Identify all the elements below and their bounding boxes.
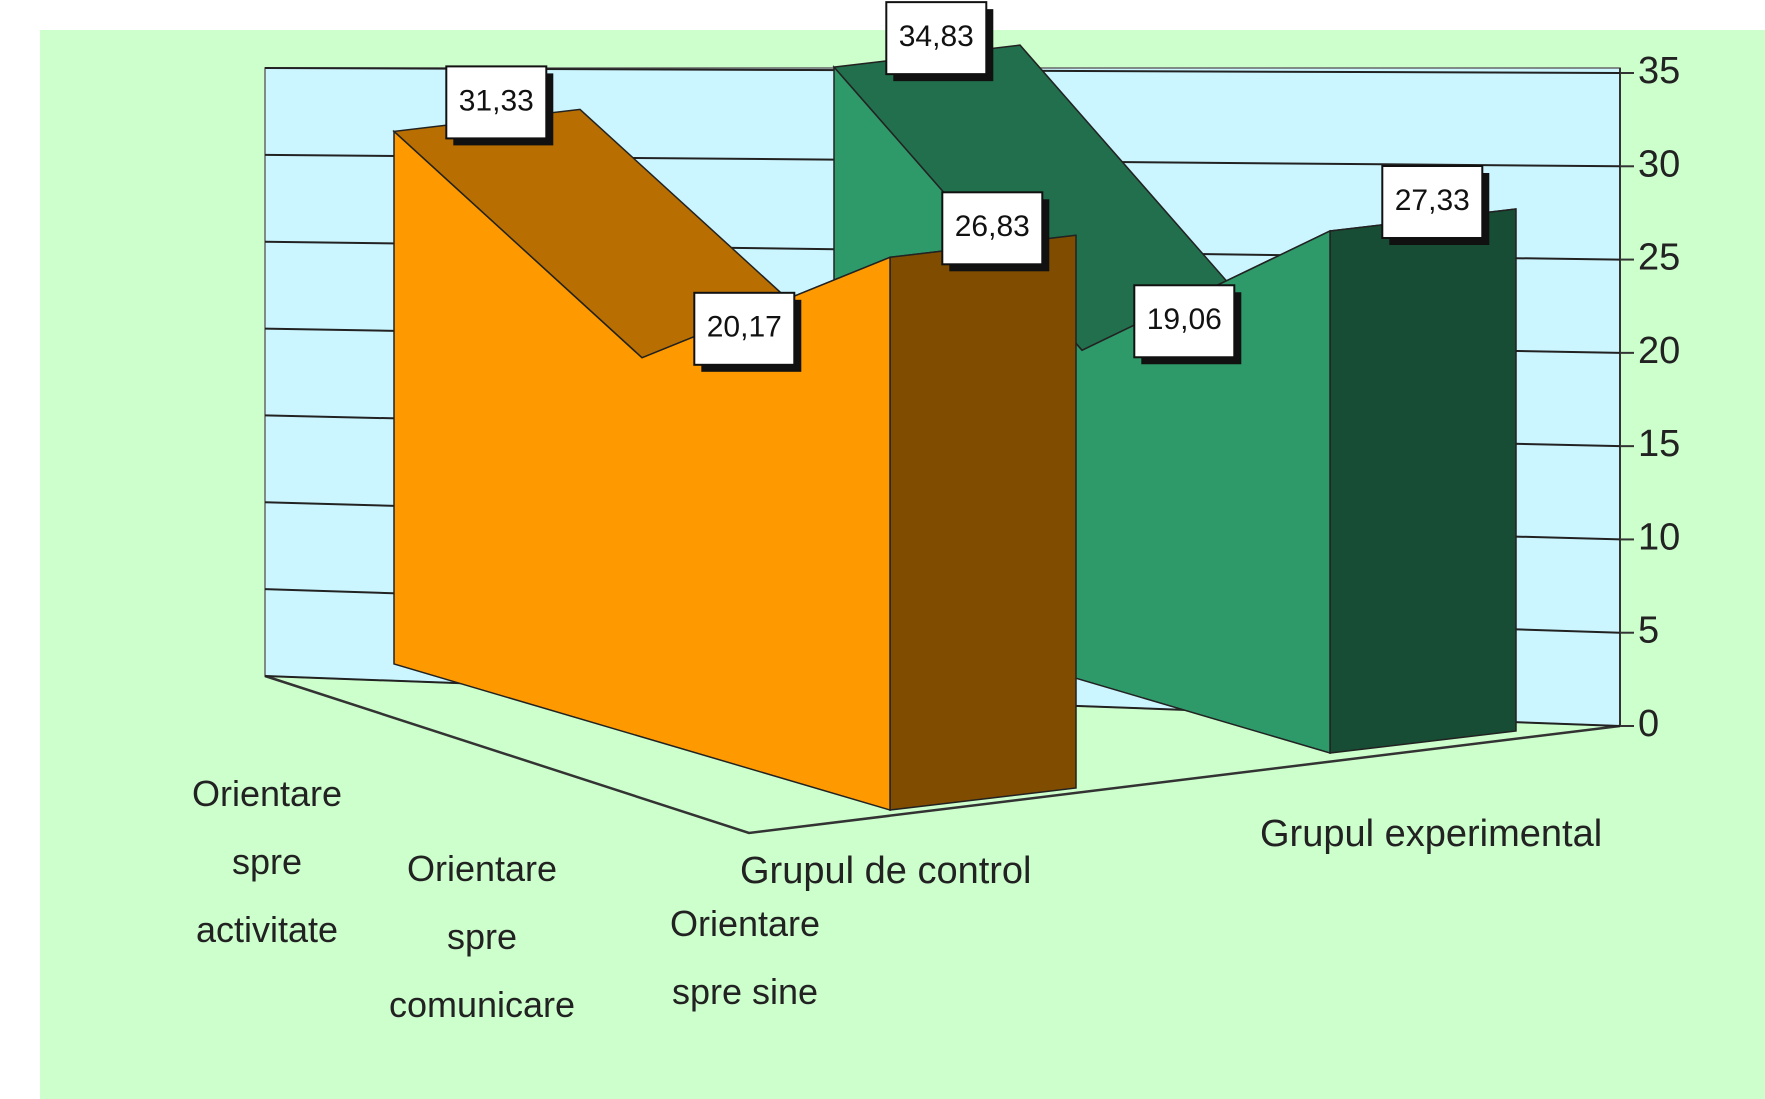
y-tick-label: 0 (1638, 703, 1659, 745)
data-label: 19,06 (1147, 303, 1222, 336)
x-tick-label: Orientare spre comunicare (388, 848, 576, 1025)
y-tick-label: 25 (1638, 237, 1680, 279)
y-tick-label: 30 (1638, 143, 1680, 185)
label-box (1381, 164, 1484, 239)
data-label: 31,33 (459, 84, 534, 117)
y-tick-label: 10 (1638, 516, 1680, 558)
y-tick-label: 20 (1638, 330, 1680, 372)
label-box (885, 1, 988, 76)
data-label: 26,83 (955, 210, 1030, 243)
y-tick-label: 15 (1638, 423, 1680, 465)
label-box (941, 191, 1044, 266)
label-box (445, 65, 548, 140)
label-box (693, 291, 796, 366)
area (393, 129, 891, 812)
series-label: Grupul experimental (1260, 813, 1603, 855)
ribbon-side (1329, 208, 1517, 754)
series-label: Grupul de control (740, 850, 1032, 892)
y-tick-label: 35 (1638, 50, 1680, 92)
ribbon-side (889, 234, 1077, 811)
x-tick-label: Orientare spre activitate (191, 773, 343, 950)
data-label: 20,17 (707, 311, 782, 344)
floor-edge (264, 674, 1621, 835)
data-label: 27,33 (1395, 184, 1470, 217)
label-box (1133, 284, 1236, 359)
x-tick-label: Orientare spre sine (669, 903, 821, 1012)
data-label: 34,83 (899, 20, 974, 53)
y-tick-label: 5 (1638, 610, 1659, 652)
